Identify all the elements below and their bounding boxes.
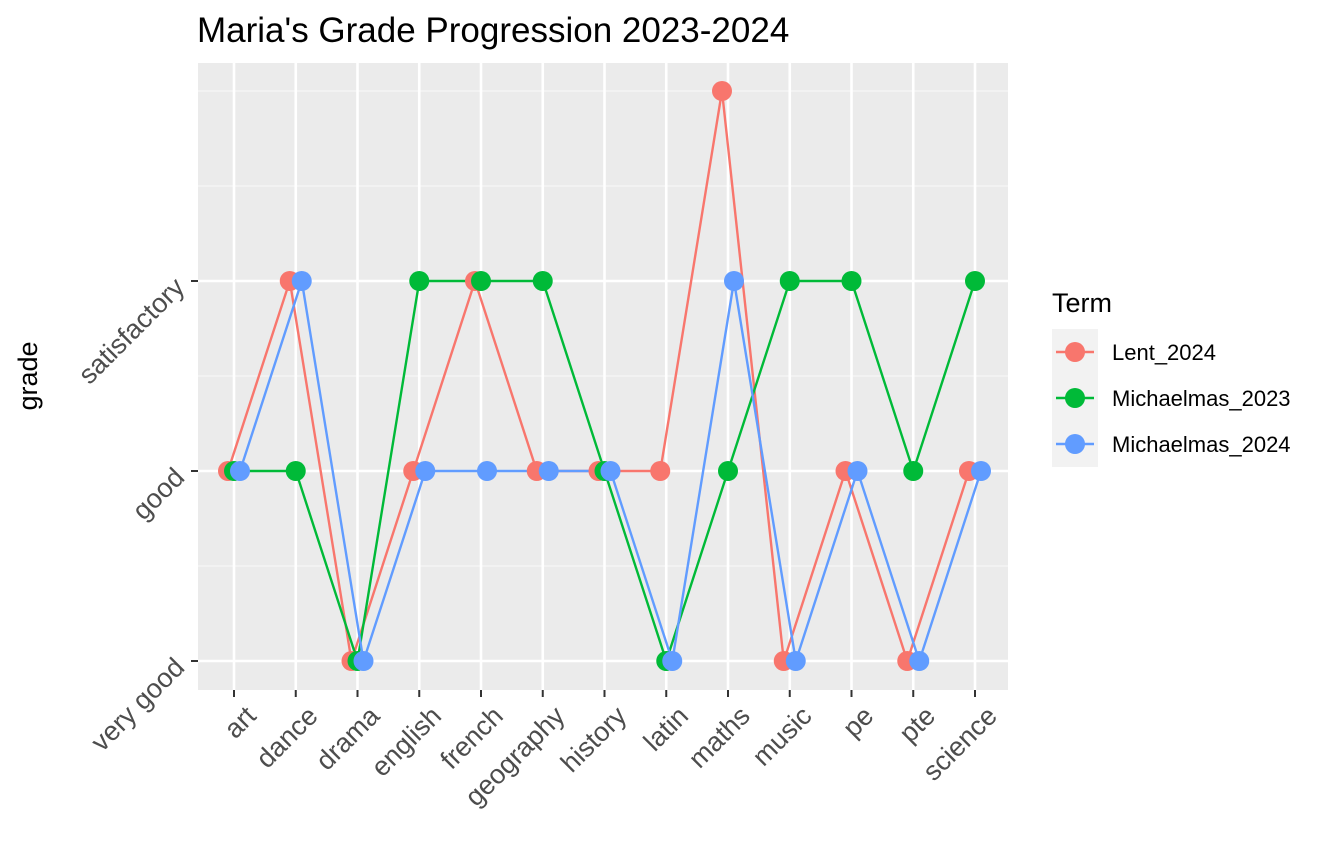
data-point-Michaelmas_2023-geography [532,271,553,291]
data-point-Michaelmas_2023-music [779,271,800,291]
x-tick-label: art [218,700,262,744]
x-tick-label: pte [893,701,941,749]
data-point-Michaelmas_2024-history [600,461,621,481]
legend-label-Michaelmas_2024: Michaelmas_2024 [1112,432,1291,457]
data-point-Lent_2024-maths [712,81,732,101]
data-point-Michaelmas_2024-geography [538,461,559,481]
gridlines [198,63,1008,690]
data-point-Michaelmas_2024-music [785,651,806,671]
x-tick-label: english [365,701,447,783]
x-tick-label: dance [250,701,323,774]
data-point-Michaelmas_2024-pe [847,461,868,481]
y-tick-label: very good [85,652,190,757]
x-tick-label: maths [683,701,756,774]
data-point-Michaelmas_2024-science [971,461,991,481]
data-point-Michaelmas_2023-dance [285,461,306,481]
data-point-Michaelmas_2023-science [965,271,985,291]
x-tick-label: music [746,701,817,772]
legend-key-point [1065,388,1085,408]
legend-label-Lent_2024: Lent_2024 [1112,340,1216,365]
data-point-Michaelmas_2023-english [409,271,430,291]
data-point-Michaelmas_2024-art [230,461,250,481]
x-axis-ticks: artdancedramaenglishfrenchgeographyhisto… [218,690,1003,812]
data-point-Michaelmas_2023-maths [718,461,738,481]
y-tick-label: good [127,462,191,526]
data-point-Michaelmas_2024-drama [353,651,374,671]
y-axis-title: grade [13,341,43,410]
y-tick-label: satisfactory [72,272,190,390]
legend-key-point [1065,342,1085,362]
data-point-Michaelmas_2024-pte [909,651,930,671]
legend: Term Lent_2024 Michaelmas_2023 Michaelmas_… [1052,288,1291,467]
data-point-Michaelmas_2024-english [415,461,436,481]
series-points [218,81,991,671]
y-axis-ticks: very good good satisfactory [72,272,198,757]
x-tick-label: history [555,700,633,778]
data-point-Michaelmas_2023-pe [841,271,862,291]
x-tick-label: pe [837,701,879,743]
data-point-Michaelmas_2024-dance [291,271,312,291]
chart-title: Maria's Grade Progression 2023-2024 [197,11,789,50]
data-point-Michaelmas_2024-french [477,461,497,481]
legend-title: Term [1052,288,1112,318]
legend-key-point [1065,434,1085,454]
data-point-Michaelmas_2024-latin [662,651,683,671]
data-point-Lent_2024-latin [650,461,671,481]
data-point-Michaelmas_2024-maths [724,271,744,291]
data-point-Michaelmas_2023-french [471,271,491,291]
legend-label-Michaelmas_2023: Michaelmas_2023 [1112,386,1291,411]
data-point-Michaelmas_2023-pte [903,461,924,481]
